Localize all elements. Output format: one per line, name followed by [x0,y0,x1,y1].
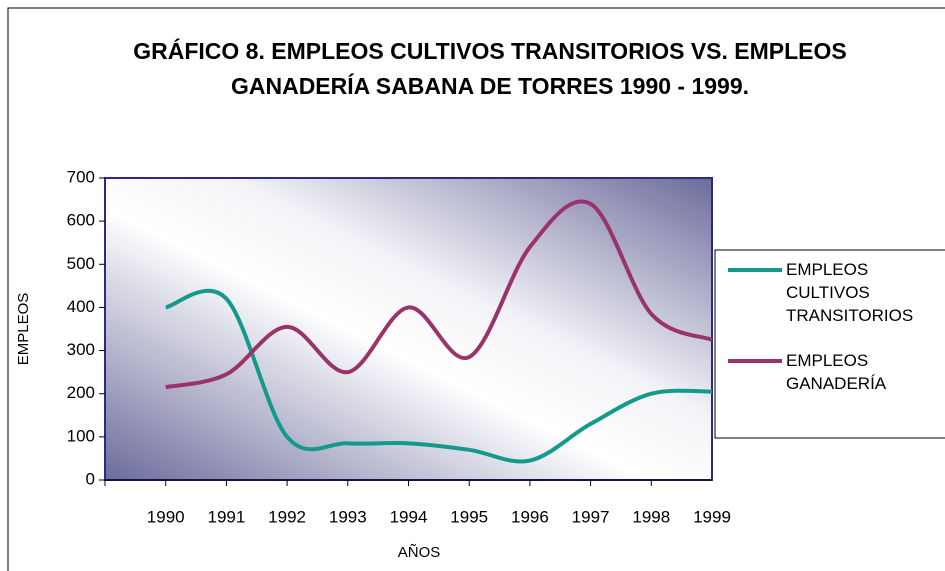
y-tick-label: 100 [67,426,95,445]
series-line [165,288,713,464]
x-tick-label: 1996 [511,507,549,526]
x-tick-label: 1991 [207,507,245,526]
x-tick-label: 1997 [572,507,610,526]
x-tick-label: 1990 [147,507,185,526]
y-tick-label: 600 [67,211,95,230]
legend-label: EMPLEOS CULTIVOS TRANSITORIOS [786,260,914,325]
y-tick-label: 200 [67,383,95,402]
y-tick-label: 300 [67,340,95,359]
x-tick-label: 1992 [268,507,306,526]
y-tick-label: 0 [86,469,95,488]
legend-label: EMPLEOS GANADERÍA [786,351,887,393]
x-tick-label: 1999 [693,507,731,526]
frame [7,7,945,571]
x-tick-label: 1998 [632,507,670,526]
x-tick-label: 1995 [450,507,488,526]
plot-area [104,177,713,481]
x-tick-label: 1993 [329,507,367,526]
legend-box [714,249,945,439]
chart-title: GRÁFICO 8. EMPLEOS CULTIVOS TRANSITORIOS… [133,38,847,99]
series-line [165,199,713,390]
x-tick-label: 1994 [390,507,428,526]
y-tick-label: 400 [67,297,95,316]
y-tick-label: 500 [67,254,95,273]
y-tick-label: 700 [67,167,95,186]
x-axis-label: AÑOS [398,544,441,561]
y-axis-label: EMPLEOS [15,293,32,366]
